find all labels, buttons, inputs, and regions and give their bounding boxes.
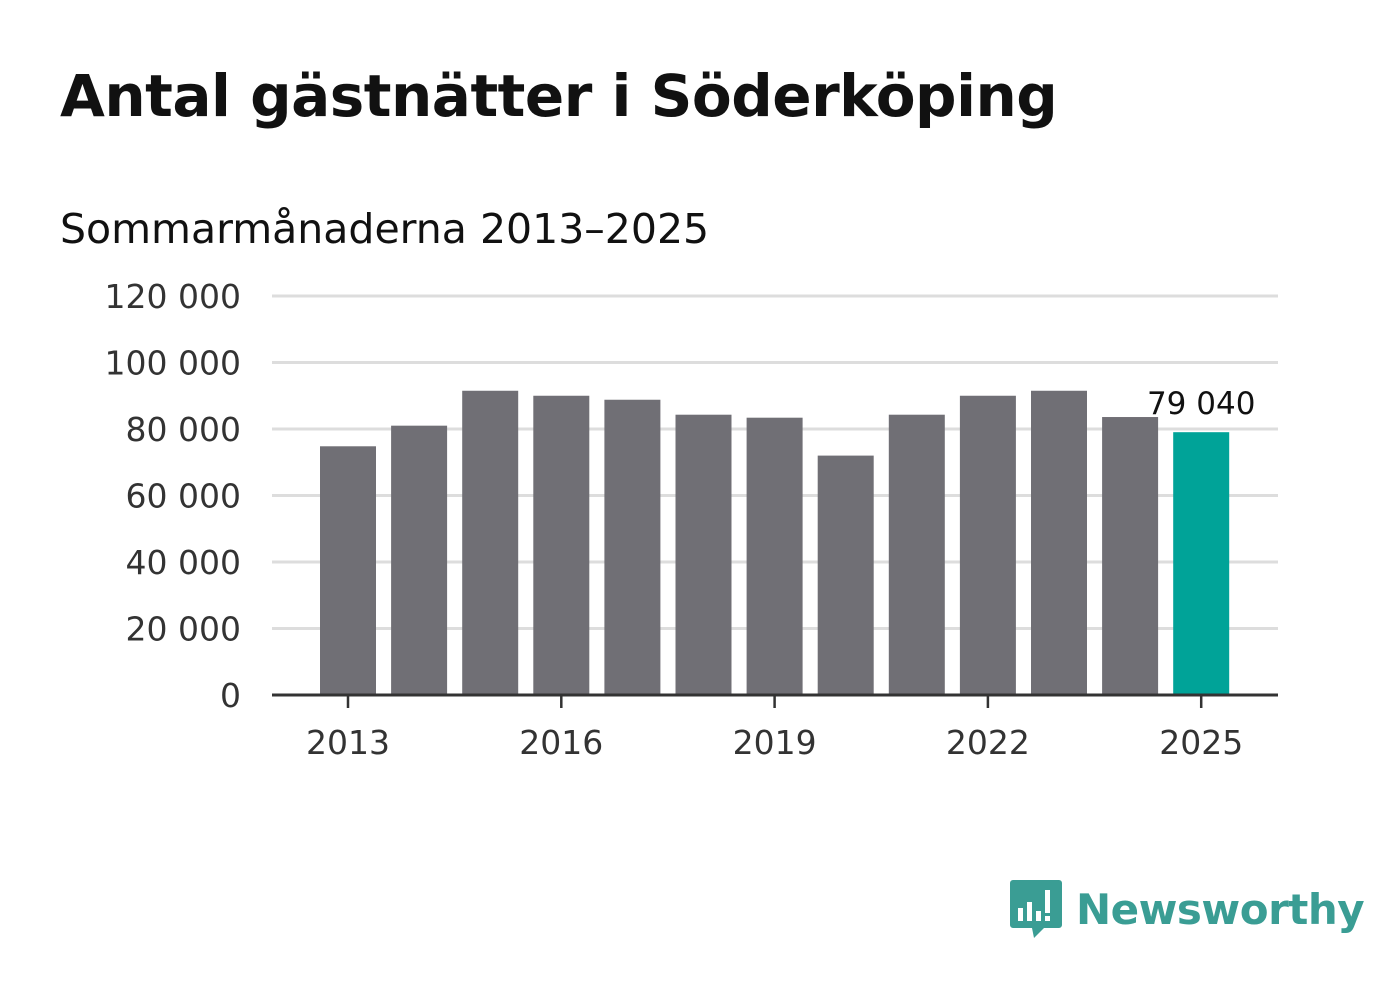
- bar-2013: [320, 446, 376, 695]
- bar-2024: [1102, 417, 1159, 695]
- newsworthy-bar-chart-icon: [1010, 880, 1062, 938]
- bar-2022: [959, 395, 1016, 695]
- chart-subtitle: Sommarmånaderna 2013–2025: [60, 205, 710, 253]
- y-tick-label: 0: [220, 676, 241, 715]
- x-tick-label: 2019: [733, 723, 817, 762]
- bar-2021: [888, 414, 945, 695]
- x-tick-label: 2022: [946, 723, 1030, 762]
- y-axis-tick-labels: 0 20 000 40 000 60 000 80 000 100 000 120 000: [105, 277, 241, 715]
- bar-2023: [1031, 390, 1087, 695]
- x-axis: [272, 693, 1278, 708]
- x-tick-label: 2025: [1159, 723, 1243, 762]
- value-label-2025: 79 040: [1147, 386, 1255, 422]
- newsworthy-logo: Newsworthy: [1010, 878, 1365, 940]
- chart-title: Antal gästnätter i Söderköping: [60, 62, 1058, 130]
- bar-2016: [533, 395, 590, 695]
- y-tick-label: 120 000: [105, 277, 241, 316]
- y-tick-label: 40 000: [126, 543, 241, 582]
- y-tick-label: 20 000: [126, 610, 241, 649]
- bar-2017: [604, 399, 661, 695]
- y-tick-label: 80 000: [126, 410, 241, 449]
- bars: [320, 390, 1230, 695]
- bar-2014: [391, 425, 448, 695]
- bar-2015: [462, 390, 519, 695]
- bar-2020: [817, 455, 874, 695]
- bar-2018: [675, 414, 732, 695]
- y-tick-label: 100 000: [105, 344, 241, 383]
- x-tick-label: 2013: [306, 723, 390, 762]
- x-axis-tick-labels: 2013 2016 2019 2022 2025: [306, 723, 1243, 762]
- brand-name: Newsworthy: [1076, 884, 1365, 934]
- y-tick-label: 60 000: [126, 477, 241, 516]
- annotations: 79 040: [1147, 386, 1255, 422]
- x-tick-label: 2016: [519, 723, 603, 762]
- bar-2019: [746, 417, 803, 695]
- bar-2025: [1173, 432, 1230, 695]
